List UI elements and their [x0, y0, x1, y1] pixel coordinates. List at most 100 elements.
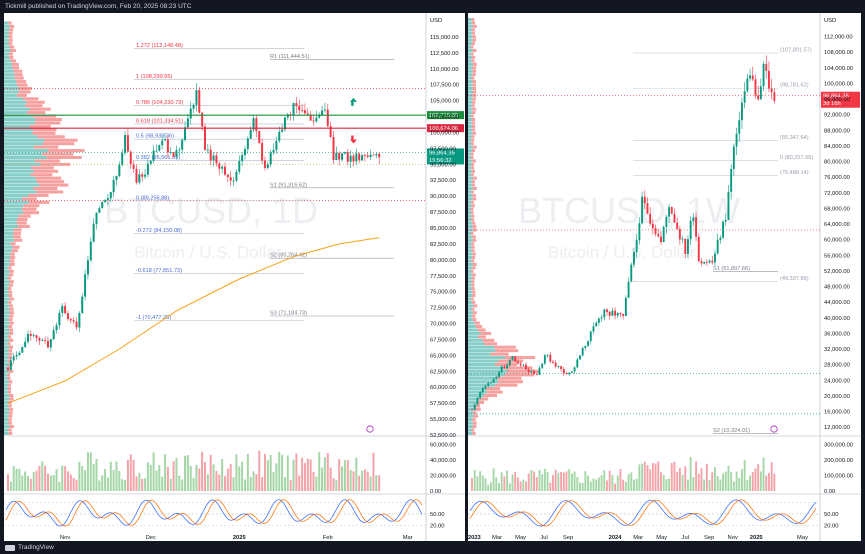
volume-profile-bar [506, 369, 539, 373]
candle-body [743, 91, 746, 103]
volume-bar [178, 475, 181, 491]
last-price-value: 96,864.35 [429, 150, 455, 156]
volume-bar [58, 482, 61, 491]
volume-profile-bar [468, 180, 472, 184]
candle-body [622, 314, 625, 316]
volume-profile-bar [468, 318, 473, 322]
pivot-level-label: R1 (111,444.51) [270, 54, 310, 60]
candle-body [519, 363, 522, 366]
candle-body [506, 365, 509, 369]
candle-body [641, 196, 644, 224]
daily-chart-svg[interactable]: BTCUSD, 1D Bitcoin / U.S. Dollar 1.272 (11… [4, 13, 465, 541]
volume-profile-bar [7, 287, 12, 291]
fib-level-label: 0.786 (104,230.73) [136, 100, 183, 106]
volume-bar [138, 473, 141, 491]
volume-profile-bar [26, 111, 46, 115]
event-marker-icon [770, 425, 778, 433]
candle-body [235, 171, 238, 181]
daily-chart-panel[interactable]: BTCUSD, 1D Bitcoin / U.S. Dollar 1.272 (11… [4, 13, 465, 541]
candle-body [192, 104, 195, 109]
candle-body [552, 361, 554, 363]
volume-bar [535, 477, 538, 491]
volume-profile-bar [42, 152, 74, 156]
volume-bar [206, 474, 209, 491]
candle-body [78, 312, 81, 328]
pivot-level-label: S2 (10,324.01) [713, 428, 750, 434]
price-tick-label: 64,000.00 [824, 222, 850, 228]
volume-profile-bar [468, 369, 507, 373]
candle-body [309, 114, 312, 121]
volume-bar [18, 468, 21, 491]
volume-profile-bar [471, 249, 475, 253]
volume-bar [29, 478, 32, 491]
volume-profile-bar [471, 121, 475, 125]
fib-level-label: (85,347.64) [780, 135, 809, 141]
volume-profile-bar [18, 214, 31, 218]
volume-profile-bar [468, 62, 473, 66]
weekly-chart-panel[interactable]: BTCUSD, 1W Bitcoin / U.S. Dollar (107,801.… [468, 13, 861, 541]
candle-body [341, 153, 344, 160]
watermark-symbol: BTCUSD, 1D [104, 190, 318, 231]
candle-body [115, 175, 118, 180]
volume-profile-bar [13, 235, 21, 239]
volume-profile-bar [4, 173, 31, 177]
candle-body [768, 70, 770, 89]
volume-bar [516, 477, 519, 491]
candle-body [762, 63, 765, 87]
moving-average-line [7, 237, 380, 404]
volume-bar [75, 479, 78, 491]
volume-profile-bar [4, 373, 8, 377]
volume-profile-bar [483, 342, 498, 346]
weekly-chart-svg[interactable]: BTCUSD, 1W Bitcoin / U.S. Dollar (107,801.… [468, 13, 861, 541]
volume-bar [657, 461, 660, 491]
candle-body [514, 356, 517, 362]
volume-profile-bar [468, 128, 472, 132]
volume-bar [568, 469, 571, 491]
volume-bar [522, 479, 525, 491]
volume-profile-bar [4, 69, 14, 73]
volume-profile-bar [471, 214, 475, 218]
candle-body [511, 356, 514, 361]
volume-profile-bar [468, 362, 495, 366]
volume-bar [78, 461, 81, 491]
candle-body [252, 118, 255, 130]
time-axis-label: Dec [146, 535, 156, 541]
volume-profile-bar [9, 369, 14, 373]
candle-body [109, 192, 112, 199]
volume-profile-bar [468, 17, 472, 21]
volume-bar [92, 463, 95, 491]
volume-profile-bar [10, 256, 16, 260]
volume-bar [727, 465, 730, 491]
volume-bar [481, 475, 484, 491]
candle-body [484, 385, 487, 389]
volume-bar [241, 461, 244, 491]
volume-bar [549, 482, 552, 491]
candle-body [665, 216, 668, 227]
tradingview-logo-icon[interactable] [5, 544, 15, 551]
candle-body [525, 364, 527, 370]
volume-bar [492, 468, 495, 491]
candle-body [318, 115, 321, 118]
volume-bar [616, 475, 619, 491]
volume-profile-bar [472, 176, 477, 180]
volume-bar [35, 470, 38, 491]
candle-body [72, 320, 75, 322]
candle-body [722, 221, 725, 238]
volume-profile-bar [4, 231, 14, 235]
volume-profile-bar [8, 431, 13, 435]
watermark-description: Bitcoin / U.S. Dollar [134, 243, 282, 262]
time-axis-label: May [515, 535, 526, 541]
volume-bar [49, 475, 52, 491]
price-tick-label: 104,000.00 [824, 66, 853, 72]
volume-profile-bar [4, 325, 9, 329]
price-tick-label: 92,500.00 [430, 178, 456, 184]
candle-body [323, 109, 326, 111]
candle-body [732, 146, 735, 170]
volume-profile-bar [4, 73, 15, 77]
candle-body [7, 368, 9, 370]
key-level-price-text: 100,674.06 [429, 126, 458, 132]
volume-bar [121, 479, 124, 491]
candle-body [730, 169, 733, 192]
candle-body [624, 297, 627, 316]
volume-profile-bar [4, 380, 9, 384]
